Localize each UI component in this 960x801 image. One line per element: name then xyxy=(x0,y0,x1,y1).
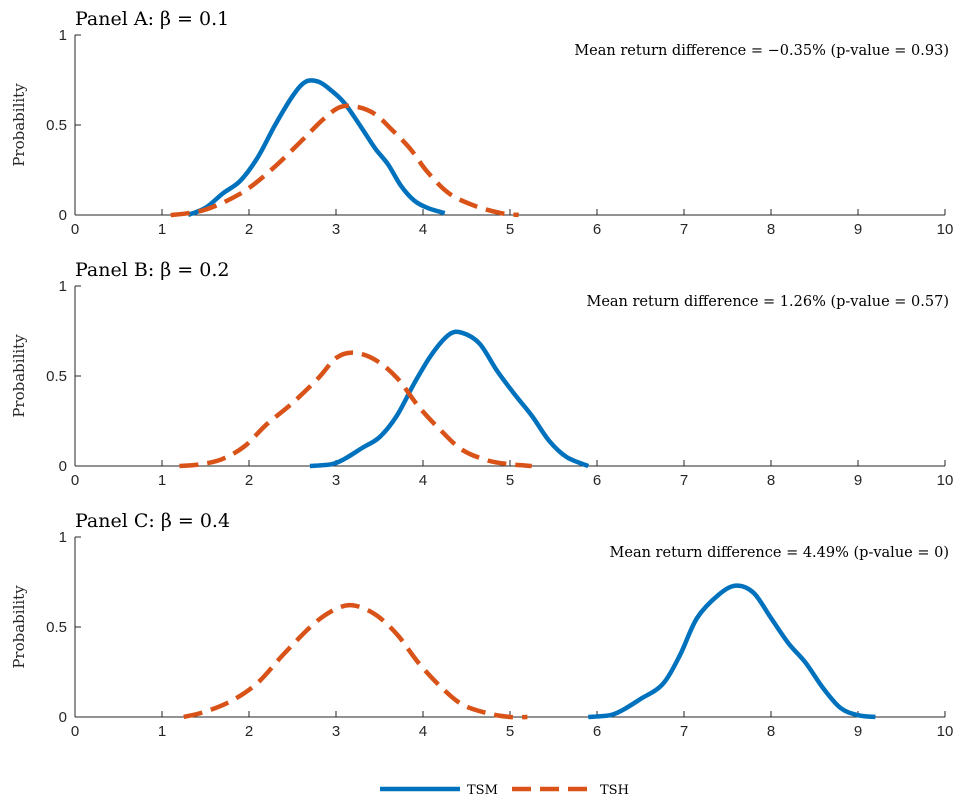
x-tick-label: 0 xyxy=(71,472,79,489)
x-tick-label: 0 xyxy=(71,723,79,740)
x-tick-label: 5 xyxy=(506,221,514,238)
x-tick-label: 10 xyxy=(937,723,954,740)
x-tick-label: 9 xyxy=(854,221,862,238)
x-tick-label: 6 xyxy=(593,221,601,238)
x-tick-label: 6 xyxy=(593,472,601,489)
y-tick-label: 0 xyxy=(59,458,67,475)
y-tick-label: 0.5 xyxy=(46,619,67,636)
x-tick-label: 1 xyxy=(158,472,166,489)
y-axis-label: Probability xyxy=(10,585,28,669)
panel-2: 0 1 2 3 4 5 6 7 8 9 10 0 0.5 1 Probability Panel B: β =… xyxy=(10,259,953,489)
x-tick-label: 1 xyxy=(158,723,166,740)
series-tsm-line xyxy=(309,329,590,469)
legend-label-tsm: TSM xyxy=(467,783,498,798)
x-tick-label: 9 xyxy=(854,723,862,740)
x-tick-label: 2 xyxy=(245,723,253,740)
series-tsh-line xyxy=(183,602,528,720)
series-tsm-line xyxy=(187,78,446,218)
x-tick-label: 9 xyxy=(854,472,862,489)
x-tick-label: 7 xyxy=(680,221,688,238)
x-tick-label: 3 xyxy=(332,472,340,489)
y-tick-label: 1 xyxy=(59,278,67,295)
y-tick-label: 1 xyxy=(59,529,67,546)
x-tick-label: 10 xyxy=(937,472,954,489)
x-tick-label: 3 xyxy=(332,221,340,238)
panel-title: Panel B: β = 0.2 xyxy=(75,259,229,281)
x-tick-label: 2 xyxy=(245,221,253,238)
y-axis-label: Probability xyxy=(10,83,28,167)
panel-3: 0 1 2 3 4 5 6 7 8 9 10 0 0.5 1 Probability Panel C: β =… xyxy=(10,510,953,740)
x-tick-label: 4 xyxy=(419,723,427,740)
mean-return-annotation: Mean return difference = −0.35% (p-value… xyxy=(574,43,949,59)
series-tsh-line xyxy=(170,103,519,218)
y-axis-label: Probability xyxy=(10,334,28,418)
x-tick-label: 0 xyxy=(71,221,79,238)
series-tsm-line xyxy=(588,583,876,720)
x-tick-label: 2 xyxy=(245,472,253,489)
x-tick-label: 8 xyxy=(767,472,775,489)
series-tsh-line xyxy=(179,350,532,469)
panel-title: Panel C: β = 0.4 xyxy=(75,510,230,532)
legend-label-tsh: TSH xyxy=(600,783,629,798)
y-tick-label: 0.5 xyxy=(46,117,67,134)
legend: TSM TSH xyxy=(380,783,629,798)
x-tick-label: 8 xyxy=(767,723,775,740)
x-tick-label: 6 xyxy=(593,723,601,740)
x-tick-label: 7 xyxy=(680,472,688,489)
x-tick-label: 3 xyxy=(332,723,340,740)
y-tick-label: 0 xyxy=(59,709,67,726)
mean-return-annotation: Mean return difference = 4.49% (p-value … xyxy=(610,545,949,561)
y-tick-label: 1 xyxy=(59,27,67,44)
x-tick-label: 5 xyxy=(506,472,514,489)
x-tick-label: 8 xyxy=(767,221,775,238)
x-tick-label: 4 xyxy=(419,472,427,489)
panel-1: 0 1 2 3 4 5 6 7 8 9 10 0 0.5 1 Probability Panel A: β =… xyxy=(10,8,953,238)
x-tick-label: 10 xyxy=(937,221,954,238)
x-tick-label: 7 xyxy=(680,723,688,740)
y-tick-label: 0.5 xyxy=(46,368,67,385)
x-tick-label: 5 xyxy=(506,723,514,740)
y-tick-label: 0 xyxy=(59,207,67,224)
panel-title: Panel A: β = 0.1 xyxy=(75,8,229,30)
x-tick-label: 1 xyxy=(158,221,166,238)
x-tick-label: 4 xyxy=(419,221,427,238)
mean-return-annotation: Mean return difference = 1.26% (p-value … xyxy=(586,294,949,310)
